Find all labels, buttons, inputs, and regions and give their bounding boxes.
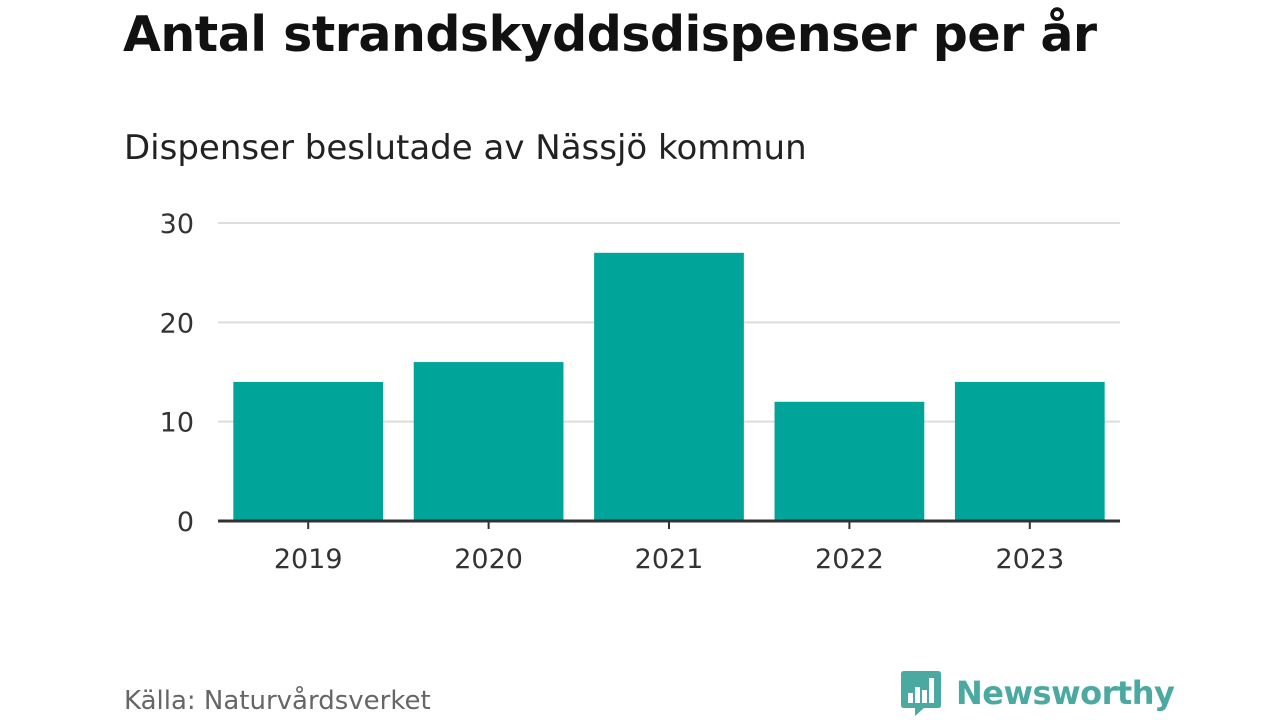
bar-2020 bbox=[413, 362, 564, 521]
x-tick-label: 2023 bbox=[995, 544, 1064, 575]
bar-2021 bbox=[594, 252, 744, 522]
x-tick-label: 2022 bbox=[815, 544, 884, 575]
bar-2023 bbox=[954, 381, 1105, 521]
bar-2022 bbox=[774, 401, 925, 521]
bar-2019 bbox=[233, 381, 384, 521]
x-tick-label: 2019 bbox=[274, 544, 343, 575]
x-tick-label: 2020 bbox=[454, 544, 523, 575]
y-tick-label: 0 bbox=[177, 507, 194, 538]
chart-title: Antal strandskyddsdispenser per år bbox=[123, 6, 1097, 63]
x-tick-label: 2021 bbox=[635, 544, 704, 575]
y-tick-label: 10 bbox=[160, 408, 194, 439]
source-note: Källa: Naturvårdsverket bbox=[124, 686, 431, 716]
chart-subtitle: Dispenser beslutade av Nässjö kommun bbox=[124, 128, 807, 168]
y-tick-label: 20 bbox=[160, 308, 194, 339]
bar-chart-logo-icon bbox=[901, 671, 941, 716]
newsworthy-logo: Newsworthy bbox=[900, 669, 1175, 717]
brand-name: Newsworthy bbox=[956, 674, 1175, 712]
y-tick-label: 30 bbox=[160, 209, 194, 240]
